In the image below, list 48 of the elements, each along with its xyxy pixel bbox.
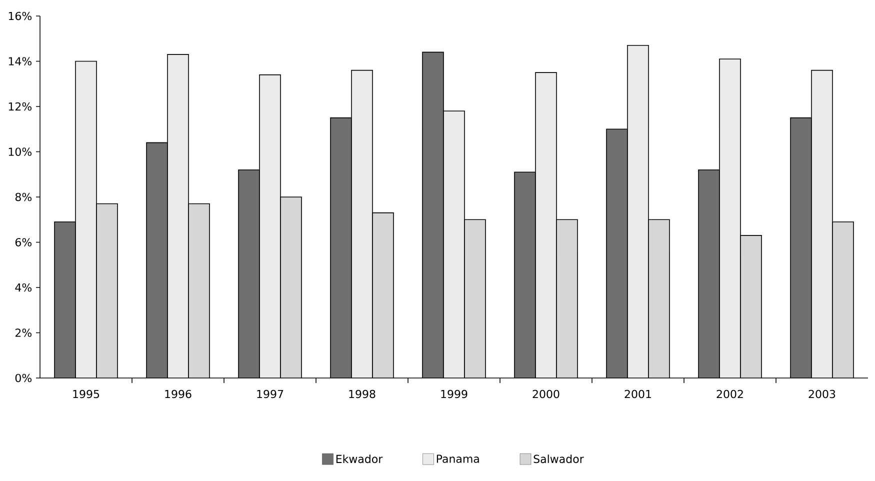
bar: [422, 52, 444, 378]
x-tick-label: 1995: [73, 390, 100, 398]
x-tick-label: 2002: [716, 390, 743, 398]
bar: [372, 212, 394, 378]
y-tick-label: 10%: [8, 148, 32, 156]
bar: [330, 118, 352, 378]
legend-label: Salwador: [534, 454, 584, 464]
x-tick-label: 1996: [165, 390, 192, 398]
y-tick-label: 0%: [15, 374, 32, 382]
y-tick-label: 12%: [8, 102, 32, 111]
y-tick-label: 6%: [15, 238, 32, 246]
bar: [628, 45, 648, 378]
bar: [790, 117, 812, 378]
bar: [464, 220, 486, 378]
bar: [146, 142, 168, 378]
x-tick-label: 1998: [349, 390, 376, 398]
bar: [740, 235, 762, 378]
y-tick-label: 2%: [15, 328, 32, 337]
y-tick-label: 14%: [8, 57, 32, 66]
bar: [556, 220, 578, 378]
bar: [96, 204, 118, 378]
x-tick-label: 1999: [441, 390, 468, 398]
bar: [54, 222, 76, 378]
bar: [536, 72, 556, 378]
bar: [606, 129, 628, 378]
x-tick-label: 2003: [808, 390, 836, 398]
bar: [352, 70, 373, 378]
bar: [514, 172, 536, 378]
bar: [280, 196, 302, 378]
legend-label: Panama: [436, 454, 479, 463]
bar: [444, 111, 465, 378]
x-tick-label: 1997: [257, 390, 284, 398]
bar: [238, 170, 260, 378]
bar: [832, 221, 854, 378]
bar: [76, 61, 97, 378]
bar: [648, 220, 670, 378]
x-tick-label: 2001: [624, 390, 651, 398]
bar: [168, 54, 189, 378]
y-tick-label: 16%: [8, 12, 32, 20]
legend-label: Ekwador: [336, 454, 383, 464]
x-tick-label: 2000: [532, 390, 560, 398]
bar: [188, 204, 210, 378]
bar: [260, 74, 281, 378]
y-tick-label: 4%: [15, 283, 32, 292]
bar: [698, 170, 720, 378]
y-tick-label: 8%: [15, 192, 32, 202]
bar: [811, 70, 833, 378]
bar: [720, 58, 740, 378]
